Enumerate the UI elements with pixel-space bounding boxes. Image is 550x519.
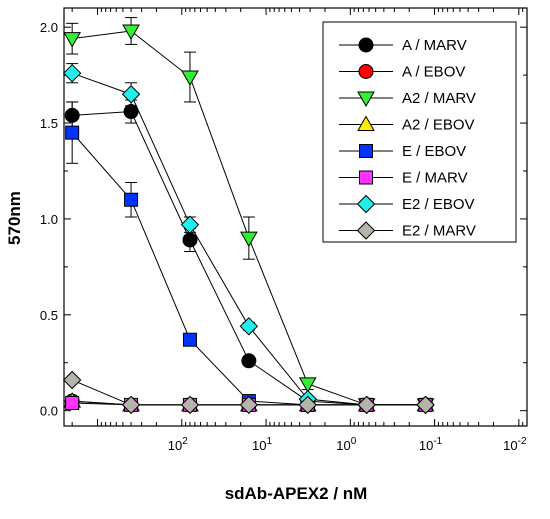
data-point <box>122 24 140 41</box>
data-point <box>124 192 139 207</box>
data-point <box>62 370 82 390</box>
x-tick-label: 10-1 <box>419 436 443 453</box>
data-point <box>65 395 80 410</box>
data-point <box>298 395 317 415</box>
x-tick-label: 100 <box>336 436 356 453</box>
x-axis-title: sdAb-APEX2 / nM <box>225 484 368 503</box>
y-tick-label: 0.0 <box>40 404 58 419</box>
data-layer <box>62 17 435 415</box>
data-point <box>180 395 200 415</box>
legend-label: E / EBOV <box>402 143 466 160</box>
legend-label: A2 / EBOV <box>402 117 475 134</box>
plot-frame <box>63 7 528 427</box>
legend-marker <box>357 91 375 108</box>
series-8 <box>62 370 435 415</box>
legend: A / MARV A / EBOV A2 / MARV A2 / EBOV E / EB… <box>322 21 517 243</box>
data-point <box>239 395 259 415</box>
legend-box <box>322 21 517 243</box>
legend-label: A / MARV <box>402 37 467 54</box>
data-point <box>298 377 317 393</box>
x-tick-label: 102 <box>168 436 188 453</box>
data-point <box>241 353 257 369</box>
data-point <box>416 395 435 415</box>
legend-marker <box>359 144 373 158</box>
data-point <box>357 395 376 415</box>
y-tick-label: 0.5 <box>40 308 58 323</box>
x-tick-label: 101 <box>252 436 272 453</box>
data-point <box>180 215 200 234</box>
y-tick-label: 1.0 <box>40 212 58 227</box>
legend-marker <box>356 194 376 214</box>
legend-label: A2 / MARV <box>402 90 476 107</box>
data-point <box>121 395 141 415</box>
legend-marker <box>358 64 374 79</box>
legend-marker <box>356 221 376 240</box>
y-axis-title: 570nm <box>5 191 24 245</box>
legend-label: E2 / MARV <box>402 223 476 240</box>
x-tick-label: 10-2 <box>503 436 527 453</box>
data-point <box>65 125 80 140</box>
legend-marker <box>358 37 374 53</box>
legend-marker <box>357 115 375 131</box>
data-point <box>182 232 198 248</box>
legend-label: E / MARV <box>402 170 468 187</box>
legend-label: E2 / EBOV <box>402 196 475 213</box>
data-point <box>182 332 197 347</box>
legend-label: A / EBOV <box>402 64 465 81</box>
data-point <box>121 85 141 104</box>
y-tick-label: 1.5 <box>40 116 58 131</box>
data-point <box>123 104 139 120</box>
data-point <box>239 231 258 248</box>
data-point <box>181 70 199 87</box>
data-point <box>62 63 82 83</box>
legend-marker <box>359 170 373 185</box>
data-point <box>63 32 82 48</box>
data-point <box>239 317 259 336</box>
y-tick-label: 2.0 <box>40 20 58 35</box>
